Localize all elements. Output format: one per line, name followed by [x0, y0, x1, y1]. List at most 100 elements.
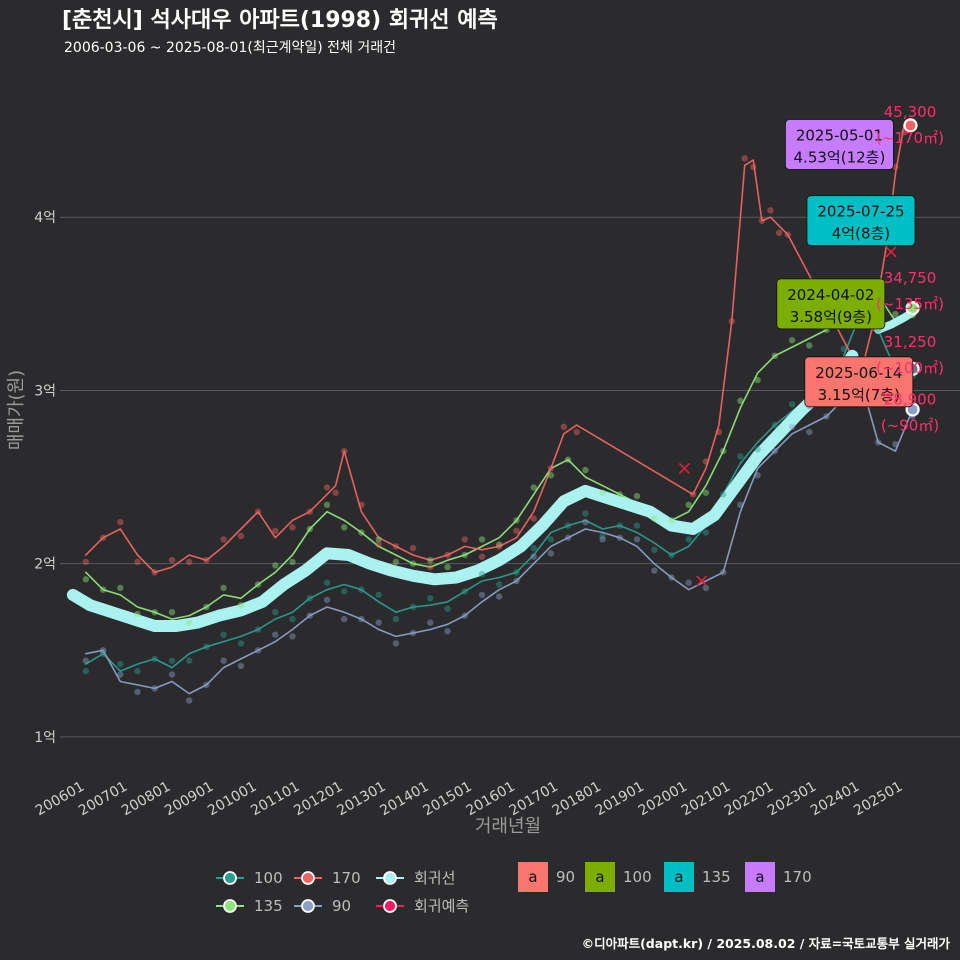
annotation-date: 2025-05-01 — [796, 126, 883, 144]
data-point — [702, 489, 710, 496]
annotation-value: 4억(8층) — [832, 225, 890, 243]
data-point — [547, 550, 555, 557]
data-point — [220, 631, 227, 638]
data-point — [306, 595, 313, 602]
data-point — [685, 501, 692, 508]
data-point — [151, 609, 158, 616]
data-point — [323, 579, 331, 586]
data-point — [788, 423, 796, 430]
data-point — [117, 671, 124, 678]
data-point — [900, 129, 908, 136]
data-point — [513, 569, 520, 576]
data-point — [323, 596, 331, 604]
data-point — [651, 515, 658, 522]
annotation-area: (~100㎡) — [876, 359, 944, 377]
legend-item-회귀선: 회귀선 — [376, 869, 455, 887]
data-point — [758, 217, 766, 224]
x-tick-label: 200901 — [162, 779, 216, 820]
x-tick-label: 202101 — [679, 779, 733, 820]
data-point — [685, 536, 692, 543]
data-point — [272, 562, 279, 569]
data-point — [427, 557, 434, 564]
data-point — [715, 428, 723, 436]
data-point — [427, 595, 434, 602]
data-point — [668, 574, 675, 581]
y-axis-ticks: 1억 2억 3억 4억 — [34, 210, 56, 746]
annotation-box: 2024-04-02 3.58억(9층) — [776, 278, 886, 330]
data-point — [444, 628, 451, 635]
chart-subtitle: 2006-03-06 ~ 2025-08-01(최근계약일) 전체 거래건 — [64, 40, 396, 56]
data-point — [409, 629, 417, 637]
legend-item-135: 135 — [216, 897, 283, 915]
data-point — [134, 610, 141, 618]
data-point — [117, 518, 124, 526]
data-point — [341, 588, 348, 595]
x-tick-label: 202501 — [851, 779, 905, 820]
legend-box-90: a 90 — [518, 862, 575, 892]
data-point — [237, 532, 245, 540]
data-point — [203, 643, 210, 650]
data-point — [775, 229, 783, 236]
data-point — [332, 489, 339, 496]
data-point — [720, 569, 727, 576]
x-tick-label: 201101 — [248, 779, 302, 820]
data-point — [409, 560, 417, 567]
data-point — [461, 536, 468, 543]
data-point — [289, 558, 296, 566]
data-point — [720, 447, 727, 455]
data-point — [461, 588, 468, 595]
data-point — [633, 536, 641, 543]
x-tick-label: 202001 — [636, 779, 690, 820]
data-point — [375, 541, 382, 548]
data-point — [767, 207, 774, 214]
data-point — [892, 311, 899, 318]
data-point — [117, 660, 124, 668]
data-point — [616, 522, 623, 529]
series-line-135 — [85, 285, 914, 620]
cross-mark — [885, 246, 897, 258]
data-point — [806, 342, 813, 349]
y-tick-label: 4억 — [34, 210, 56, 226]
data-point — [685, 579, 692, 586]
data-point — [651, 567, 658, 574]
data-point — [392, 640, 400, 647]
annotations: 2025-05-01 4.53억(12층) 2025-07-25 4억(8층) 2024… — [776, 103, 944, 434]
data-point — [875, 439, 882, 446]
data-point — [702, 529, 710, 536]
data-point — [220, 536, 227, 543]
data-point — [788, 401, 796, 408]
data-point — [444, 551, 451, 559]
data-point — [392, 615, 400, 623]
annotation-box: 2025-06-14 3.15억(7층) — [804, 356, 914, 408]
legend-label: 135 — [254, 897, 283, 915]
data-point — [840, 345, 847, 353]
series-line-170 — [85, 124, 912, 574]
annotation-area: (~135㎡) — [876, 295, 944, 313]
data-point — [478, 553, 486, 560]
data-point — [513, 527, 520, 534]
data-point — [237, 602, 245, 609]
side-annotation: 31,250 (~100㎡) — [876, 333, 944, 377]
legend-label: 회귀선 — [414, 869, 455, 887]
data-point — [358, 615, 365, 623]
data-point — [117, 584, 124, 592]
data-point — [547, 465, 555, 472]
data-point — [633, 492, 641, 500]
data-point — [754, 376, 761, 384]
data-point — [720, 491, 727, 498]
chart-title: [춘천시] 석사대우 아파트(1998) 회귀선 예측 — [62, 8, 498, 33]
legend-label: 100 — [254, 869, 283, 887]
data-point — [220, 657, 227, 664]
data-point — [599, 489, 606, 496]
data-point — [272, 527, 279, 534]
legend-box-100: a 100 — [585, 862, 652, 892]
data-point — [134, 667, 141, 675]
data-point — [306, 525, 313, 533]
x-tick-label: 201301 — [334, 779, 388, 820]
end-marker-135 — [905, 301, 920, 316]
data-point — [186, 619, 193, 626]
data-point — [237, 662, 245, 670]
data-point — [392, 543, 400, 550]
data-point — [741, 155, 748, 162]
data-point — [168, 657, 176, 664]
